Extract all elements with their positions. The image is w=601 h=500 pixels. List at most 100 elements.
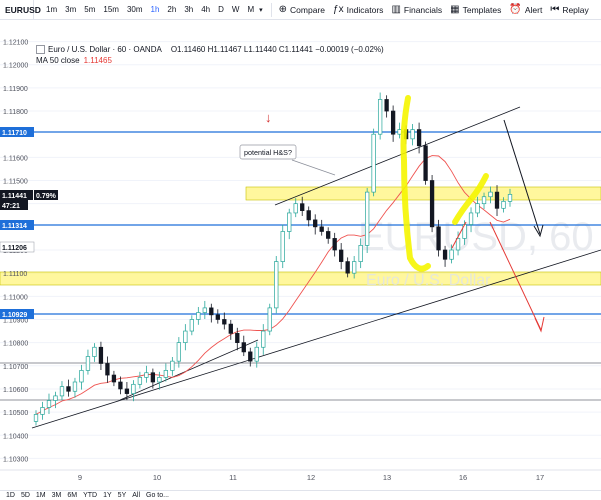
chart-area[interactable]: EURUSD, 60 Euro / U.S. Dollar ↓ potentia… [0,20,601,482]
candle[interactable] [501,197,506,213]
range-3m[interactable]: 3M [51,492,62,499]
candle[interactable] [345,257,350,278]
trendline-upper[interactable] [274,106,521,206]
candle[interactable] [66,379,71,397]
candle[interactable] [131,380,136,402]
price-badge[interactable]: 1.11206 [0,241,35,253]
candle[interactable] [124,382,130,401]
templates-button[interactable]: ▦ Templates [446,0,505,20]
candle[interactable] [163,363,169,382]
range-5d[interactable]: 5D [20,492,30,499]
candlestick-series[interactable] [33,92,513,426]
candle[interactable] [293,198,298,218]
candle[interactable] [280,224,285,269]
candle[interactable] [306,206,311,227]
financials-button[interactable]: ▥ Financials [387,0,446,20]
candle[interactable] [85,349,91,375]
range-5y[interactable]: 5Y [117,492,127,499]
candle[interactable] [183,324,188,351]
candle[interactable] [274,256,279,314]
candle[interactable] [339,243,344,270]
goto-button[interactable]: Go to... [146,492,169,499]
replay-button[interactable]: ⏮ Replay [546,0,592,20]
red-down-arrow-icon[interactable]: ↓ [265,110,272,125]
candle[interactable] [254,341,259,368]
candle[interactable] [442,245,448,267]
price-scale[interactable]: 1.12100 1.12000 1.11900 1.11800 1.11600 1.115… [0,40,58,464]
candle[interactable] [468,207,474,233]
price-badge[interactable]: 1.11710 [0,127,34,137]
red-projection-arrow[interactable] [489,221,542,331]
candle[interactable] [209,303,214,323]
candle[interactable] [377,92,383,140]
timeframe-dropdown-icon[interactable]: ▾ [259,6,263,14]
support-zone[interactable] [0,271,601,286]
timeframe-3h[interactable]: 3h [184,4,194,14]
candle[interactable] [46,393,52,414]
candle[interactable] [313,214,318,235]
candle[interactable] [287,208,292,240]
range-1d[interactable]: 1D [6,492,15,499]
candle[interactable] [319,219,324,236]
candle[interactable] [475,196,480,218]
candle[interactable] [326,227,331,244]
candle[interactable] [332,232,337,257]
candle[interactable] [436,219,441,257]
price-badge[interactable]: 1.11441 [0,190,33,200]
symbol-search[interactable]: EURUSD [0,0,41,20]
candle[interactable] [488,186,493,204]
candle[interactable] [33,410,39,426]
price-chart[interactable]: EURUSD, 60 Euro / U.S. Dollar ↓ potentia… [0,20,601,482]
candle[interactable] [92,343,97,362]
candle[interactable] [248,347,253,367]
timeframe-30m[interactable]: 30m [126,4,143,14]
timeframe-5m[interactable]: 5m [84,4,96,14]
candle[interactable] [352,256,357,279]
timeframe-2h[interactable]: 2h [167,4,177,14]
candle[interactable] [416,122,422,154]
candle[interactable] [455,231,461,256]
timeframe-M[interactable]: M [247,4,255,14]
candle[interactable] [170,356,175,376]
timeframe-3m[interactable]: 3m [65,4,77,14]
timeframe-D[interactable]: D [218,4,224,14]
candle[interactable] [261,324,266,355]
candle[interactable] [196,306,201,325]
candle[interactable] [300,196,305,216]
red-line-small[interactable] [451,221,467,249]
candle[interactable] [423,141,428,185]
candle[interactable] [189,315,194,336]
candle[interactable] [365,187,370,254]
candle[interactable] [481,192,487,210]
indicators-button[interactable]: ƒx Indicators [329,0,387,20]
candle[interactable] [59,381,65,401]
candle[interactable] [150,368,156,389]
resistance-zone[interactable] [245,186,601,201]
candle[interactable] [137,371,143,389]
candle[interactable] [235,327,240,351]
price-badge[interactable]: 0.79% [34,190,58,200]
candle[interactable] [72,377,78,398]
candle[interactable] [494,185,500,216]
candle[interactable] [202,300,207,320]
candle[interactable] [105,356,110,383]
candle[interactable] [222,312,227,330]
candle[interactable] [241,335,246,357]
candle[interactable] [228,319,233,340]
range-ytd[interactable]: YTD [83,492,98,499]
candle[interactable] [449,244,454,264]
annotation-callout[interactable]: potential H&S? [239,144,336,176]
candle[interactable] [157,371,162,390]
candle[interactable] [384,95,389,118]
range-6m[interactable]: 6M [67,492,78,499]
candle[interactable] [358,238,363,269]
candle[interactable] [215,309,220,324]
trendline-mid[interactable] [119,339,259,401]
candle[interactable] [390,105,396,142]
candle[interactable] [429,174,435,233]
price-badge[interactable]: 1.11314 [0,220,34,230]
alert-button[interactable]: ⏰ Alert [505,0,546,20]
candle[interactable] [111,370,117,387]
candle[interactable] [267,303,272,336]
timeframe-1m[interactable]: 1m [46,4,58,14]
